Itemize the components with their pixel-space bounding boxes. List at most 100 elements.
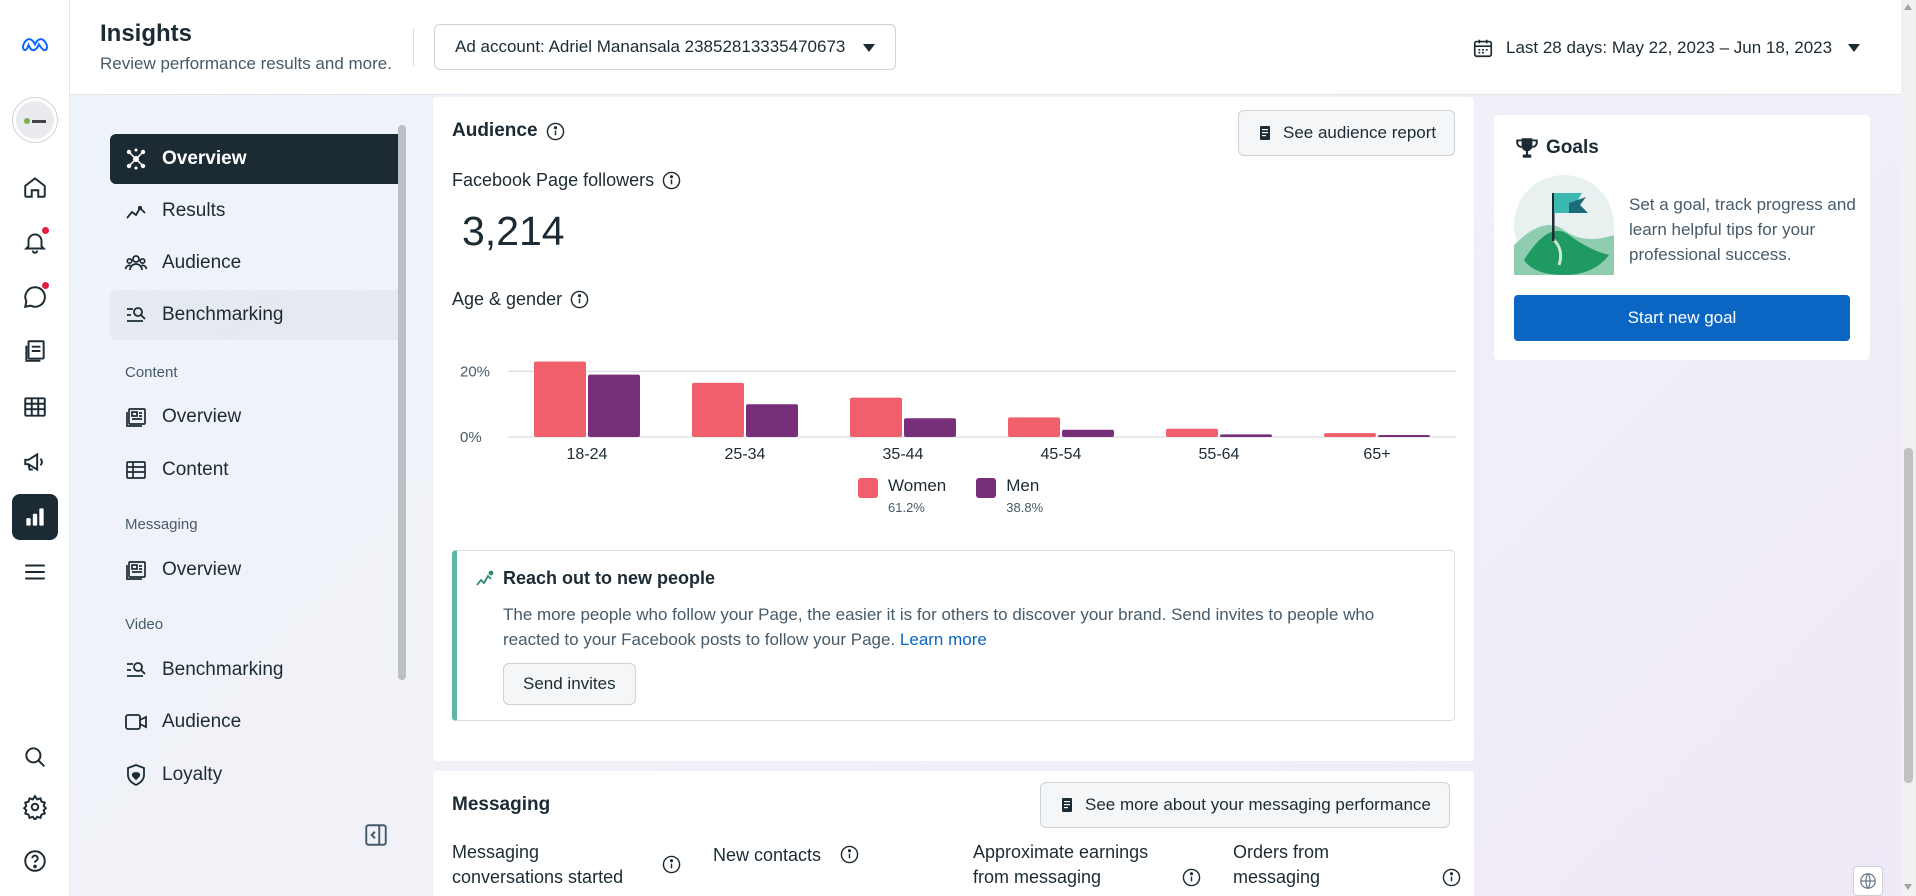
bar-men-18-24[interactable] (588, 374, 640, 437)
nav-scrollbar[interactable] (398, 125, 406, 680)
scrollbar-thumb[interactable] (1904, 448, 1913, 783)
bar-men-65+[interactable] (1378, 435, 1430, 437)
table-icon[interactable] (12, 384, 58, 430)
metric-label: Approximate earnings from messaging (973, 842, 1149, 887)
messages-icon[interactable] (12, 274, 58, 320)
nav-item-video-benchmarking[interactable]: Benchmarking (110, 645, 398, 695)
info-icon[interactable] (570, 290, 589, 309)
goal-flag-illustration (1514, 175, 1614, 275)
overview-icon (126, 148, 146, 170)
settings-icon[interactable] (12, 784, 58, 830)
send-invites-button[interactable]: Send invites (503, 663, 636, 705)
scroll-down-arrow-icon[interactable] (1904, 884, 1912, 890)
bar-men-45-54[interactable] (1062, 429, 1114, 437)
nav-item-content-overview[interactable]: Overview (110, 392, 398, 442)
age-gender-label: Age & gender (452, 289, 563, 309)
info-icon[interactable] (662, 171, 681, 190)
calendar-icon (1473, 39, 1493, 58)
bar-women-25-34[interactable] (692, 382, 744, 437)
report-icon (1260, 126, 1270, 140)
pages-icon[interactable] (12, 328, 58, 374)
metric-conversations-started: Messaging conversations started (452, 840, 652, 890)
collapse-sidebar-icon[interactable] (363, 822, 389, 848)
search-icon[interactable] (12, 734, 58, 780)
nav-item-label: Loyalty (162, 764, 223, 785)
date-range-label: Last 28 days: May 22, 2023 – Jun 18, 202… (1506, 38, 1833, 57)
x-tick-label: 35-44 (883, 446, 924, 463)
nav-item-content[interactable]: Content (110, 445, 398, 495)
bar-men-25-34[interactable] (746, 404, 798, 437)
see-messaging-performance-button[interactable]: See more about your messaging performanc… (1040, 782, 1450, 828)
ad-account-selector[interactable]: Ad account: Adriel Manansala 23852813335… (434, 24, 896, 70)
messaging-title: Messaging (452, 794, 551, 815)
nav-section-content: Content (125, 364, 178, 381)
legend-item-women[interactable]: Women 61.2% (858, 476, 946, 515)
page-scrollbar[interactable] (1901, 0, 1916, 896)
goals-title: Goals (1546, 137, 1599, 158)
start-new-goal-button[interactable]: Start new goal (1514, 295, 1850, 341)
nav-item-overview[interactable]: Overview (110, 134, 398, 184)
reach-out-tip: Reach out to new people The more people … (452, 550, 1455, 721)
page-header: Insights Review performance results and … (70, 0, 1901, 95)
video-icon (125, 714, 147, 730)
info-icon[interactable] (840, 845, 859, 864)
nav-section-video: Video (125, 616, 164, 633)
table-icon (126, 461, 146, 479)
learn-more-link[interactable]: Learn more (899, 630, 987, 649)
menu-icon[interactable] (12, 549, 58, 595)
metric-label: Orders from messaging (1233, 842, 1330, 887)
info-icon[interactable] (662, 855, 681, 874)
page-title: Insights (100, 20, 193, 47)
notifications-icon[interactable] (12, 219, 58, 265)
messaging-overview-icon (126, 561, 146, 580)
chart-legend: Women 61.2% Men 38.8% (858, 476, 1043, 515)
goals-card: Goals Set a goal, track progress and lea… (1494, 115, 1870, 360)
see-messaging-performance-label: See more about your messaging performanc… (1085, 795, 1431, 814)
legend-item-men[interactable]: Men 38.8% (976, 476, 1043, 515)
scroll-up-arrow-icon[interactable] (1904, 4, 1912, 10)
bar-women-18-24[interactable] (534, 361, 586, 437)
info-icon[interactable] (1442, 868, 1461, 887)
insights-icon[interactable] (12, 494, 58, 540)
bar-women-45-54[interactable] (1008, 417, 1060, 437)
nav-item-label: Audience (162, 252, 242, 273)
x-tick-label: 25-34 (725, 446, 766, 463)
bar-women-35-44[interactable] (850, 397, 902, 437)
growth-icon (476, 570, 494, 586)
language-globe-icon[interactable] (1853, 866, 1883, 896)
nav-item-messaging-overview[interactable]: Overview (110, 545, 398, 595)
bar-women-65+[interactable] (1324, 433, 1376, 437)
date-range-selector[interactable]: Last 28 days: May 22, 2023 – Jun 18, 202… (1472, 34, 1861, 62)
bar-men-35-44[interactable] (904, 418, 956, 437)
followers-count: 3,214 (462, 208, 565, 254)
icon-rail (0, 0, 70, 896)
nav-item-label: Results (162, 200, 226, 221)
bar-women-55-64[interactable] (1166, 428, 1218, 437)
content-overview-icon (126, 408, 146, 427)
age-gender-label-row: Age & gender (452, 289, 589, 310)
benchmarking-icon (127, 662, 146, 677)
megaphone-icon[interactable] (12, 439, 58, 485)
audience-icon (124, 255, 148, 271)
x-tick-label: 65+ (1363, 446, 1390, 463)
metric-new-contacts: New contacts (713, 843, 821, 868)
avatar[interactable] (12, 97, 58, 143)
nav-item-loyalty[interactable]: Loyalty (110, 750, 398, 800)
audience-title: Audience (452, 120, 538, 141)
info-icon[interactable] (1182, 868, 1201, 887)
nav-item-video-audience[interactable]: Audience (110, 697, 398, 747)
home-icon[interactable] (12, 164, 58, 210)
nav-section-messaging: Messaging (125, 516, 198, 533)
nav-item-label: Overview (162, 406, 242, 427)
nav-item-label: Content (162, 459, 229, 480)
help-icon[interactable] (12, 838, 58, 884)
caret-down-icon (863, 44, 875, 52)
y-tick-label: 0% (460, 429, 482, 446)
nav-item-results[interactable]: Results (110, 186, 398, 236)
info-icon[interactable] (546, 122, 565, 141)
nav-item-benchmarking[interactable]: Benchmarking (110, 290, 398, 340)
nav-item-audience[interactable]: Audience (110, 238, 398, 288)
meta-logo-icon[interactable] (12, 22, 58, 68)
see-audience-report-button[interactable]: See audience report (1238, 110, 1456, 156)
bar-men-55-64[interactable] (1220, 434, 1272, 437)
